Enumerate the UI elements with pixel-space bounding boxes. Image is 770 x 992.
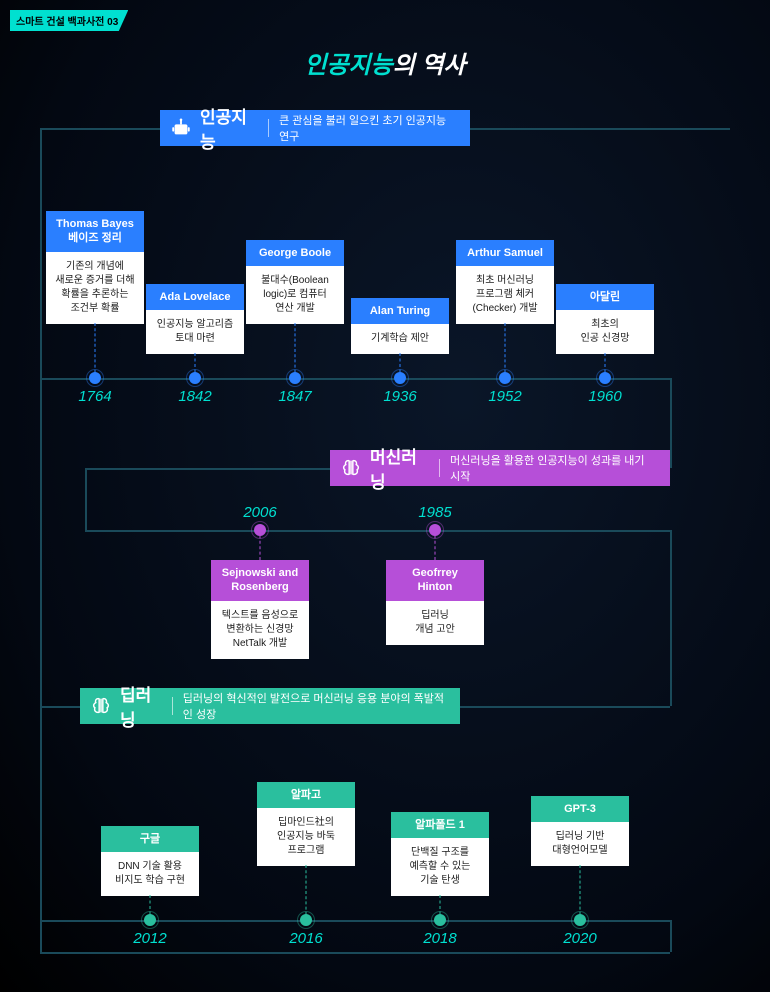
timeline-card: Sejnowski andRosenberg텍스트를 음성으로변환하는 신경망N… (211, 560, 309, 659)
frame-line (670, 378, 672, 468)
card-body: 기존의 개념에새로운 증거를 더해확률을 추론하는조건부 확률 (46, 252, 144, 324)
timeline-card: GeofrreyHinton딥러닝개념 고안 (386, 560, 484, 645)
brain-icon (90, 695, 112, 717)
timeline-card: 아달린최초의인공 신경망 (556, 284, 654, 354)
title-rest: 의 역사 (393, 52, 466, 79)
section-name: 딥러닝 (120, 681, 162, 731)
card-title: Arthur Samuel (456, 240, 554, 266)
card-body: 딥러닝개념 고안 (386, 601, 484, 645)
timeline-card: Arthur Samuel최초 머신러닝프로그램 체커(Checker) 개발 (456, 240, 554, 324)
frame-line (85, 468, 87, 530)
section-subtitle: 머신러닝을 활용한 인공지능이 성과를 내기 시작 (450, 452, 656, 484)
timeline-dot (429, 524, 441, 536)
timeline-dot (499, 372, 511, 384)
timeline-dot (394, 372, 406, 384)
timeline-card: 구글DNN 기술 활용비지도 학습 구현 (101, 826, 199, 896)
timeline-card: Ada Lovelace인공지능 알고리즘토대 마련 (146, 284, 244, 354)
timeline-card: George Boole불대수(Booleanlogic)로 컴퓨터연산 개발 (246, 240, 344, 324)
card-title: Sejnowski andRosenberg (211, 560, 309, 601)
year-label: 2020 (563, 930, 596, 947)
frame-line (670, 920, 672, 952)
timeline-dot (289, 372, 301, 384)
timeline-card: Thomas Bayes베이즈 정리기존의 개념에새로운 증거를 더해확률을 추… (46, 211, 144, 324)
frame-line (40, 952, 670, 954)
year-label: 1985 (418, 504, 451, 521)
section-header-ai: 인공지능큰 관심을 불러 일으킨 초기 인공지능 연구 (160, 110, 470, 146)
frame-line (40, 128, 42, 952)
card-title: GPT-3 (531, 796, 629, 822)
card-body: DNN 기술 활용비지도 학습 구현 (101, 852, 199, 896)
year-label: 2016 (289, 930, 322, 947)
card-body: 기계학습 제안 (351, 324, 449, 354)
year-label: 2006 (243, 504, 276, 521)
robot-icon (170, 117, 192, 139)
frame-line (670, 530, 672, 706)
timeline-dot (144, 914, 156, 926)
card-title: Ada Lovelace (146, 284, 244, 310)
card-title: George Boole (246, 240, 344, 266)
frame-line (40, 378, 670, 380)
section-header-dl: 딥러닝딥러닝의 혁신적인 발전으로 머신러닝 응용 분야의 폭발적인 성장 (80, 688, 460, 724)
timeline-card: Alan Turing기계학습 제안 (351, 298, 449, 354)
timeline-dot (599, 372, 611, 384)
section-header-ml: 머신러닝머신러닝을 활용한 인공지능이 성과를 내기 시작 (330, 450, 670, 486)
card-title: Thomas Bayes베이즈 정리 (46, 211, 144, 252)
section-name: 머신러닝 (370, 443, 429, 493)
section-name: 인공지능 (200, 103, 258, 153)
card-body: 불대수(Booleanlogic)로 컴퓨터연산 개발 (246, 266, 344, 324)
year-label: 1842 (178, 388, 211, 405)
card-title: 구글 (101, 826, 199, 852)
timeline-dot (189, 372, 201, 384)
card-body: 최초 머신러닝프로그램 체커(Checker) 개발 (456, 266, 554, 324)
card-body: 텍스트를 음성으로변환하는 신경망NetTalk 개발 (211, 601, 309, 659)
card-title: 아달린 (556, 284, 654, 310)
year-label: 2012 (133, 930, 166, 947)
divider (268, 119, 269, 137)
card-body: 인공지능 알고리즘토대 마련 (146, 310, 244, 354)
card-body: 딥러닝 기반대형언어모델 (531, 822, 629, 866)
divider (439, 459, 440, 477)
timeline-frame: 인공지능큰 관심을 불러 일으킨 초기 인공지능 연구Thomas Bayes베… (40, 90, 730, 952)
year-label: 1936 (383, 388, 416, 405)
timeline-dot (434, 914, 446, 926)
timeline-card: 알파고딥마인드社의인공지능 바둑프로그램 (257, 782, 355, 866)
page-badge: 스마트 건설 백과사전 03 (10, 10, 128, 31)
year-label: 1960 (588, 388, 621, 405)
year-label: 1847 (278, 388, 311, 405)
card-title: GeofrreyHinton (386, 560, 484, 601)
year-label: 1952 (488, 388, 521, 405)
timeline-dot (574, 914, 586, 926)
year-label: 1764 (78, 388, 111, 405)
timeline-card: 알파폴드 1단백질 구조를예측할 수 있는기술 탄생 (391, 812, 489, 896)
title-accent: 인공지능 (304, 52, 392, 79)
card-body: 딥마인드社의인공지능 바둑프로그램 (257, 808, 355, 866)
timeline-dot (300, 914, 312, 926)
year-label: 2018 (423, 930, 456, 947)
card-title: 알파고 (257, 782, 355, 808)
card-body: 최초의인공 신경망 (556, 310, 654, 354)
timeline-dot (89, 372, 101, 384)
frame-line (85, 530, 670, 532)
card-body: 단백질 구조를예측할 수 있는기술 탄생 (391, 838, 489, 896)
brain-icon (340, 457, 362, 479)
timeline-dot (254, 524, 266, 536)
card-title: 알파폴드 1 (391, 812, 489, 838)
section-subtitle: 큰 관심을 불러 일으킨 초기 인공지능 연구 (279, 112, 456, 144)
section-subtitle: 딥러닝의 혁신적인 발전으로 머신러닝 응용 분야의 폭발적인 성장 (183, 690, 446, 722)
divider (172, 697, 173, 715)
page-title: 인공지능의 역사 (0, 45, 770, 80)
card-title: Alan Turing (351, 298, 449, 324)
timeline-card: GPT-3딥러닝 기반대형언어모델 (531, 796, 629, 866)
